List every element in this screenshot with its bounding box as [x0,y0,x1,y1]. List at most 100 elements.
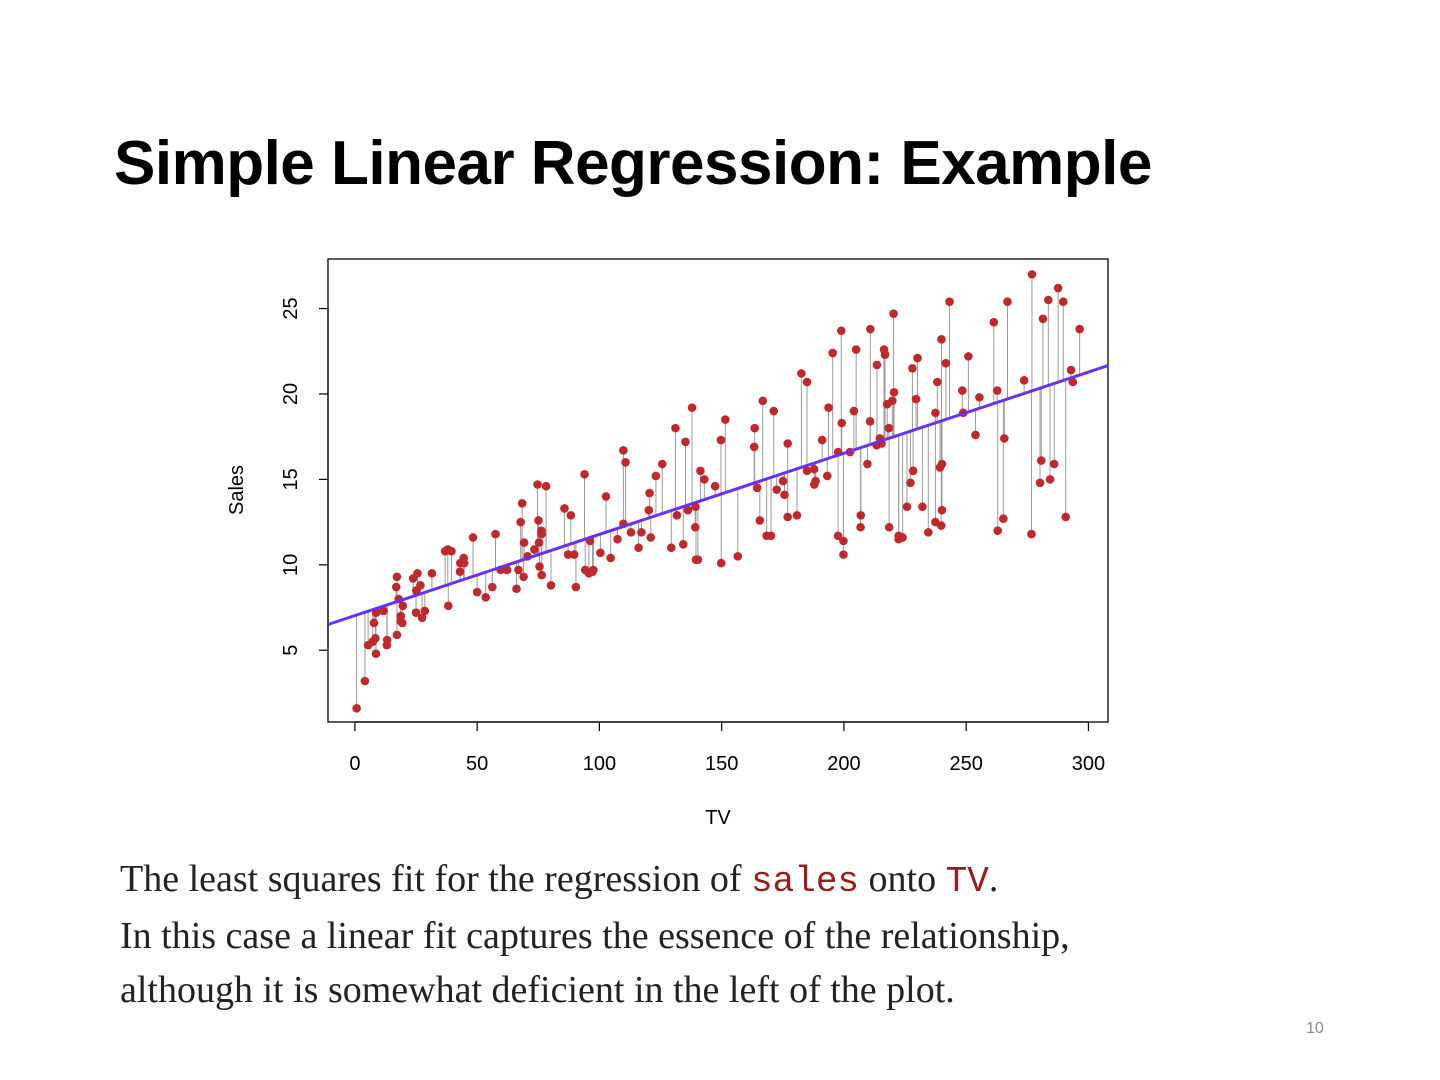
data-point [1027,529,1036,539]
data-point [918,502,927,512]
page-number: 10 [1306,1020,1324,1037]
data-points [352,270,1084,713]
data-point [1061,512,1070,522]
data-point [884,522,894,532]
data-point [533,480,542,489]
data-point [1045,475,1055,484]
y-tick-label: 15 [280,468,302,490]
data-point [721,415,730,424]
data-point [690,522,700,532]
data-point [783,512,792,522]
data-point [580,565,590,575]
data-point [802,377,812,387]
data-point [933,377,942,387]
caption-line-1: The least squares fit for the regression… [120,852,1380,909]
data-point [1068,377,1078,387]
data-point [512,584,521,594]
data-point [382,640,392,650]
data-point [941,358,951,368]
data-point [488,582,497,592]
data-point [880,350,890,359]
data-point [851,345,861,354]
data-point [750,423,759,433]
data-point [541,481,551,491]
code-tv: TV [945,861,989,902]
data-point [696,466,705,476]
data-point [681,437,690,447]
data-point [716,435,726,445]
code-sales: sales [751,861,860,902]
data-point [379,606,388,616]
data-point [989,317,999,327]
data-point [371,649,381,658]
data-point [1000,434,1009,443]
data-point [772,485,781,494]
data-point [906,478,915,488]
data-point [537,570,547,580]
data-point [937,334,946,344]
data-point [1035,478,1045,488]
data-point [839,550,848,559]
data-point [856,522,865,532]
data-point [491,529,500,539]
data-point [671,423,680,433]
data-point [778,476,788,486]
data-point [571,582,581,592]
x-tick-label: 200 [827,753,860,775]
data-point [519,572,528,582]
data-point [849,406,859,416]
data-point [687,403,697,412]
caption-line-3: although it is somewhat deficient in the… [120,969,955,1011]
data-point [651,471,661,481]
x-axis-label: TV [705,807,731,829]
data-point [396,616,405,626]
data-point [1038,314,1048,324]
data-point [626,528,636,537]
data-point [502,565,512,575]
data-point [634,543,643,553]
data-point [822,471,832,481]
caption-line-1-end: . [988,858,999,900]
data-point [888,396,897,406]
data-point [792,510,802,520]
data-point [472,587,482,597]
data-point [992,386,1002,395]
data-point [945,297,954,307]
data-point [1075,324,1084,334]
plot-frame [327,258,1109,723]
data-point [733,551,743,561]
data-point [833,531,843,541]
data-point [427,569,437,578]
data-point [872,360,882,370]
data-point [839,536,848,546]
data-point [710,481,720,491]
data-point [937,505,947,515]
data-point [935,463,945,472]
data-point [468,533,478,542]
slide-title: Simple Linear Regression: Example [114,129,1152,198]
data-point [894,534,903,544]
data-point [621,458,630,467]
data-point [811,476,820,486]
data-point [392,572,402,582]
caption-line-1-mid: onto [859,858,946,900]
data-point [398,601,408,611]
y-tick-label: 25 [280,297,302,319]
y-axis-label: Sales [226,465,248,515]
data-point [700,475,709,484]
data-point [360,676,370,686]
data-point [514,565,523,575]
data-point [678,540,688,549]
x-tick-label: 50 [466,753,488,775]
data-point [913,353,922,363]
x-tick-label: 100 [583,753,616,775]
data-point [769,406,779,416]
data-point [534,538,544,547]
x-tick-label: 150 [705,753,738,775]
data-point [999,514,1008,523]
data-point [417,613,427,623]
y-tick-label: 10 [280,554,302,576]
data-point [783,439,792,448]
data-point [1044,295,1053,305]
figure-caption: The least squares fit for the regression… [120,852,1380,1017]
